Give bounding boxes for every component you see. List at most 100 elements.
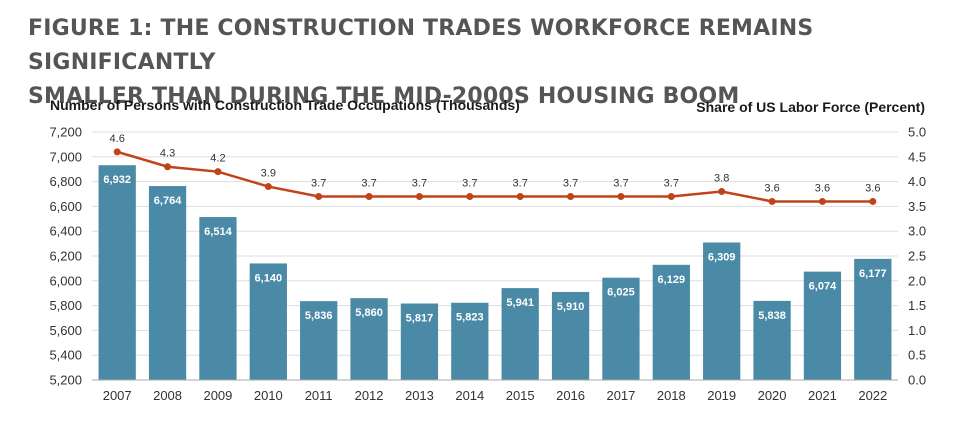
bar-value-label: 5,941 (506, 297, 534, 309)
right-axis-tick-label: 3.5 (908, 199, 926, 214)
line-point (164, 163, 172, 171)
bar-value-label: 6,764 (154, 195, 182, 207)
line-point (466, 192, 474, 200)
bar (602, 277, 640, 380)
bar (199, 217, 237, 380)
bar-value-label: 5,823 (456, 312, 484, 324)
line-point (264, 183, 272, 191)
figure-title: FIGURE 1: THE CONSTRUCTION TRADES WORKFO… (28, 12, 938, 114)
line-value-label: 3.7 (563, 177, 578, 189)
bar-value-label: 6,309 (708, 251, 736, 263)
left-axis-tick-label: 7,000 (49, 149, 82, 164)
bar (98, 165, 136, 380)
line-point (516, 192, 524, 200)
bar (451, 302, 489, 380)
x-axis-tick-label: 2011 (305, 388, 333, 403)
line-point (818, 197, 826, 205)
line-value-label: 3.7 (613, 177, 628, 189)
left-axis-tick-label: 5,400 (49, 348, 82, 363)
x-axis-tick-label: 2018 (657, 388, 686, 403)
line-value-label: 3.6 (764, 182, 779, 194)
line-point (718, 188, 726, 196)
line-value-label: 3.7 (311, 177, 326, 189)
right-axis-tick-label: 1.0 (908, 323, 926, 338)
bar (803, 271, 842, 380)
bar-value-label: 5,817 (406, 312, 434, 324)
x-axis-tick-label: 2009 (203, 388, 232, 403)
x-axis-tick-label: 2010 (254, 388, 283, 403)
x-axis-tick-label: 2015 (506, 388, 535, 403)
bar-value-label: 6,177 (859, 268, 887, 280)
x-axis-tick-label: 2013 (405, 388, 434, 403)
x-axis-tick-label: 2016 (556, 388, 585, 403)
x-axis-tick-label: 2008 (153, 388, 182, 403)
line-point (617, 192, 625, 200)
line-value-label: 3.7 (462, 177, 477, 189)
x-axis-tick-label: 2017 (606, 388, 635, 403)
bar-value-label: 5,836 (305, 310, 333, 322)
line-value-label: 3.7 (664, 177, 679, 189)
line-value-label: 3.7 (361, 177, 376, 189)
bar-value-label: 6,025 (607, 287, 635, 299)
bar-value-label: 6,140 (255, 272, 283, 284)
bar (551, 291, 590, 380)
left-axis-tick-label: 5,600 (49, 323, 82, 338)
bar (652, 264, 690, 380)
line-point (415, 192, 423, 200)
bar-value-label: 5,860 (355, 307, 383, 319)
right-axis-tick-label: 1.5 (908, 298, 926, 313)
line-point (214, 168, 222, 176)
bar-value-label: 5,838 (758, 310, 786, 322)
line-value-label: 4.6 (110, 133, 125, 145)
line-point (365, 192, 373, 200)
right-axis-tick-label: 3.0 (908, 224, 926, 239)
left-axis-tick-label: 6,800 (49, 174, 82, 189)
right-axis-tick-label: 2.0 (908, 273, 926, 288)
line-value-label: 4.2 (210, 153, 225, 165)
line-value-label: 4.3 (160, 148, 175, 160)
labor-share-line (116, 150, 873, 203)
left-axis-title: Number of Persons with Construction Trad… (50, 97, 520, 113)
line-point (113, 148, 121, 156)
bar (753, 300, 791, 380)
bar (148, 186, 187, 380)
bar-value-label: 6,129 (658, 274, 686, 286)
line-point (315, 192, 323, 200)
x-axis-tick-label: 2022 (858, 388, 887, 403)
x-axis-tick-label: 2012 (355, 388, 384, 403)
line-value-label: 3.8 (714, 173, 729, 185)
line-value-label: 3.6 (815, 182, 830, 194)
bar (249, 263, 287, 380)
x-axis-tick-label: 2014 (455, 388, 484, 403)
bar-value-label: 6,514 (204, 226, 232, 238)
bar (501, 288, 539, 380)
left-axis-tick-label: 6,000 (49, 273, 82, 288)
right-axis-tick-label: 0.5 (908, 348, 926, 363)
bar (854, 258, 892, 380)
line-value-label: 3.7 (513, 177, 528, 189)
bar-value-label: 6,932 (103, 174, 131, 186)
x-axis-tick-label: 2019 (707, 388, 736, 403)
left-axis-tick-label: 7,200 (49, 125, 82, 140)
left-axis-tick-label: 6,400 (49, 224, 82, 239)
bar (703, 242, 741, 380)
x-axis-tick-label: 2007 (103, 388, 132, 403)
right-axis-tick-label: 0.0 (908, 373, 926, 388)
right-axis-tick-label: 4.0 (908, 174, 926, 189)
bar (350, 298, 388, 380)
right-axis-tick-label: 2.5 (908, 249, 926, 264)
right-axis-title: Share of US Labor Force (Percent) (696, 99, 925, 115)
line-point (768, 197, 776, 205)
left-axis-tick-label: 6,600 (49, 199, 82, 214)
left-axis-tick-label: 6,200 (49, 249, 82, 264)
x-axis-tick-label: 2021 (808, 388, 837, 403)
right-axis-tick-label: 4.5 (908, 149, 926, 164)
figure-title-line-1: FIGURE 1: THE CONSTRUCTION TRADES WORKFO… (28, 16, 814, 75)
right-axis-tick-label: 5.0 (908, 125, 926, 140)
bar (400, 303, 439, 380)
x-axis-tick-label: 2020 (758, 388, 787, 403)
bar (300, 301, 338, 380)
line-value-label: 3.7 (412, 177, 427, 189)
bar-value-label: 6,074 (809, 281, 837, 293)
